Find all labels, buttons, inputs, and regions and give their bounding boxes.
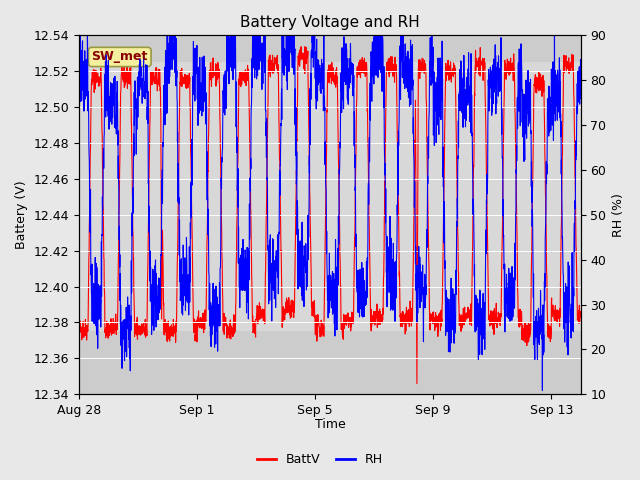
RH — [577, 66, 584, 72]
RH — [75, 58, 83, 64]
BattV — [413, 381, 420, 386]
Y-axis label: RH (%): RH (%) — [612, 193, 625, 237]
Y-axis label: Battery (V): Battery (V) — [15, 180, 28, 249]
Line: RH: RH — [79, 36, 580, 390]
BattV — [471, 93, 479, 99]
RH — [226, 39, 234, 45]
BattV — [177, 82, 184, 87]
RH — [177, 288, 185, 293]
BattV — [184, 74, 191, 80]
X-axis label: Time: Time — [314, 419, 345, 432]
BattV — [577, 313, 584, 319]
RH — [470, 262, 478, 267]
RH — [184, 295, 191, 300]
BattV — [351, 224, 359, 230]
Bar — [79, 62, 580, 332]
RH — [351, 152, 359, 158]
Line: BattV: BattV — [79, 47, 580, 384]
RH — [76, 33, 84, 38]
RH — [115, 179, 122, 185]
Text: SW_met: SW_met — [92, 50, 148, 63]
BattV — [301, 44, 309, 49]
BattV — [115, 254, 122, 260]
Legend: BattV, RH: BattV, RH — [252, 448, 388, 471]
Title: Battery Voltage and RH: Battery Voltage and RH — [240, 15, 420, 30]
BattV — [75, 324, 83, 330]
BattV — [226, 324, 234, 329]
RH — [538, 387, 546, 393]
